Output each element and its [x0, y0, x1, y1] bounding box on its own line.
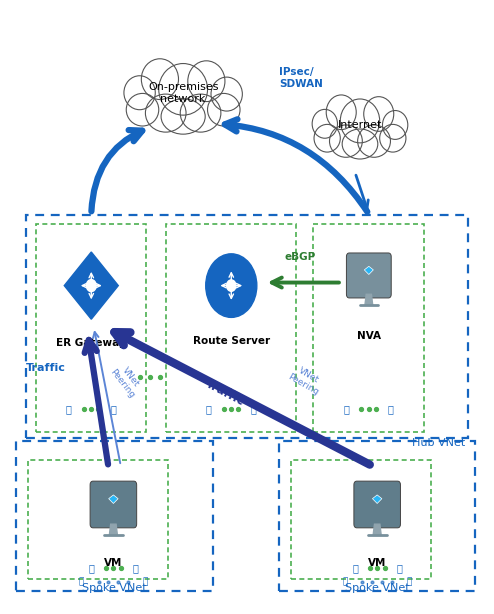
Ellipse shape [145, 94, 186, 132]
Ellipse shape [380, 125, 406, 152]
Ellipse shape [312, 109, 337, 138]
Text: 〉: 〉 [407, 578, 412, 586]
Bar [279, 441, 475, 591]
Ellipse shape [141, 59, 178, 99]
Text: 〉: 〉 [250, 404, 256, 414]
Ellipse shape [358, 125, 390, 157]
Polygon shape [109, 524, 118, 535]
Bar [29, 460, 168, 579]
Polygon shape [373, 524, 381, 535]
Text: 〉: 〉 [132, 563, 138, 573]
Text: Internet: Internet [338, 120, 382, 130]
Ellipse shape [124, 76, 155, 110]
Ellipse shape [382, 111, 408, 139]
Circle shape [206, 254, 257, 317]
Ellipse shape [161, 99, 205, 134]
Ellipse shape [126, 93, 159, 126]
Text: VNet
Peering: VNet Peering [287, 363, 326, 397]
Text: eBGP: eBGP [285, 252, 316, 262]
Text: 〉: 〉 [143, 578, 148, 586]
Text: 〈: 〈 [79, 578, 84, 586]
FancyBboxPatch shape [346, 253, 391, 298]
Text: On-premises
network: On-premises network [148, 82, 218, 104]
Text: 〈: 〈 [342, 578, 348, 586]
Polygon shape [365, 294, 372, 305]
Ellipse shape [326, 95, 356, 130]
Polygon shape [372, 495, 382, 503]
Bar [291, 460, 431, 579]
Bar [16, 441, 212, 591]
Bar [166, 225, 296, 432]
Ellipse shape [329, 125, 362, 157]
Ellipse shape [211, 77, 243, 111]
Circle shape [86, 279, 96, 292]
Text: NVA: NVA [357, 332, 381, 341]
Polygon shape [109, 495, 118, 503]
Ellipse shape [188, 61, 225, 101]
Text: 〉: 〉 [396, 563, 402, 573]
Text: 〈: 〈 [88, 563, 94, 573]
Text: 〈: 〈 [66, 404, 72, 414]
Ellipse shape [159, 63, 207, 115]
Text: Traffic: Traffic [203, 377, 247, 408]
Text: Hub VNet: Hub VNet [412, 438, 465, 448]
Text: 〉: 〉 [388, 404, 394, 414]
Ellipse shape [342, 129, 378, 159]
Text: Route Server: Route Server [193, 336, 270, 346]
Text: 〈: 〈 [343, 404, 349, 414]
Text: VNet
Peering: VNet Peering [109, 361, 145, 400]
Bar [36, 225, 146, 432]
Text: ER Gateway: ER Gateway [56, 338, 126, 348]
FancyBboxPatch shape [90, 481, 137, 528]
Text: Spoke VNet: Spoke VNet [345, 583, 410, 593]
Text: Spoke VNet: Spoke VNet [82, 583, 147, 593]
Ellipse shape [340, 99, 380, 143]
Circle shape [227, 280, 236, 291]
Text: Traffic: Traffic [26, 363, 66, 373]
Text: 〉: 〉 [110, 404, 116, 414]
Ellipse shape [180, 94, 221, 132]
Text: IPsec/
SDWAN: IPsec/ SDWAN [279, 67, 323, 88]
Ellipse shape [314, 125, 340, 152]
Text: 〈: 〈 [352, 563, 358, 573]
Bar [313, 225, 424, 432]
Polygon shape [364, 266, 373, 274]
Ellipse shape [364, 96, 394, 131]
Text: 〈: 〈 [206, 404, 212, 414]
Ellipse shape [207, 93, 240, 126]
Text: VM: VM [104, 558, 123, 567]
Polygon shape [64, 252, 118, 319]
Bar [26, 216, 468, 438]
FancyBboxPatch shape [354, 481, 401, 528]
Text: VM: VM [368, 558, 386, 567]
